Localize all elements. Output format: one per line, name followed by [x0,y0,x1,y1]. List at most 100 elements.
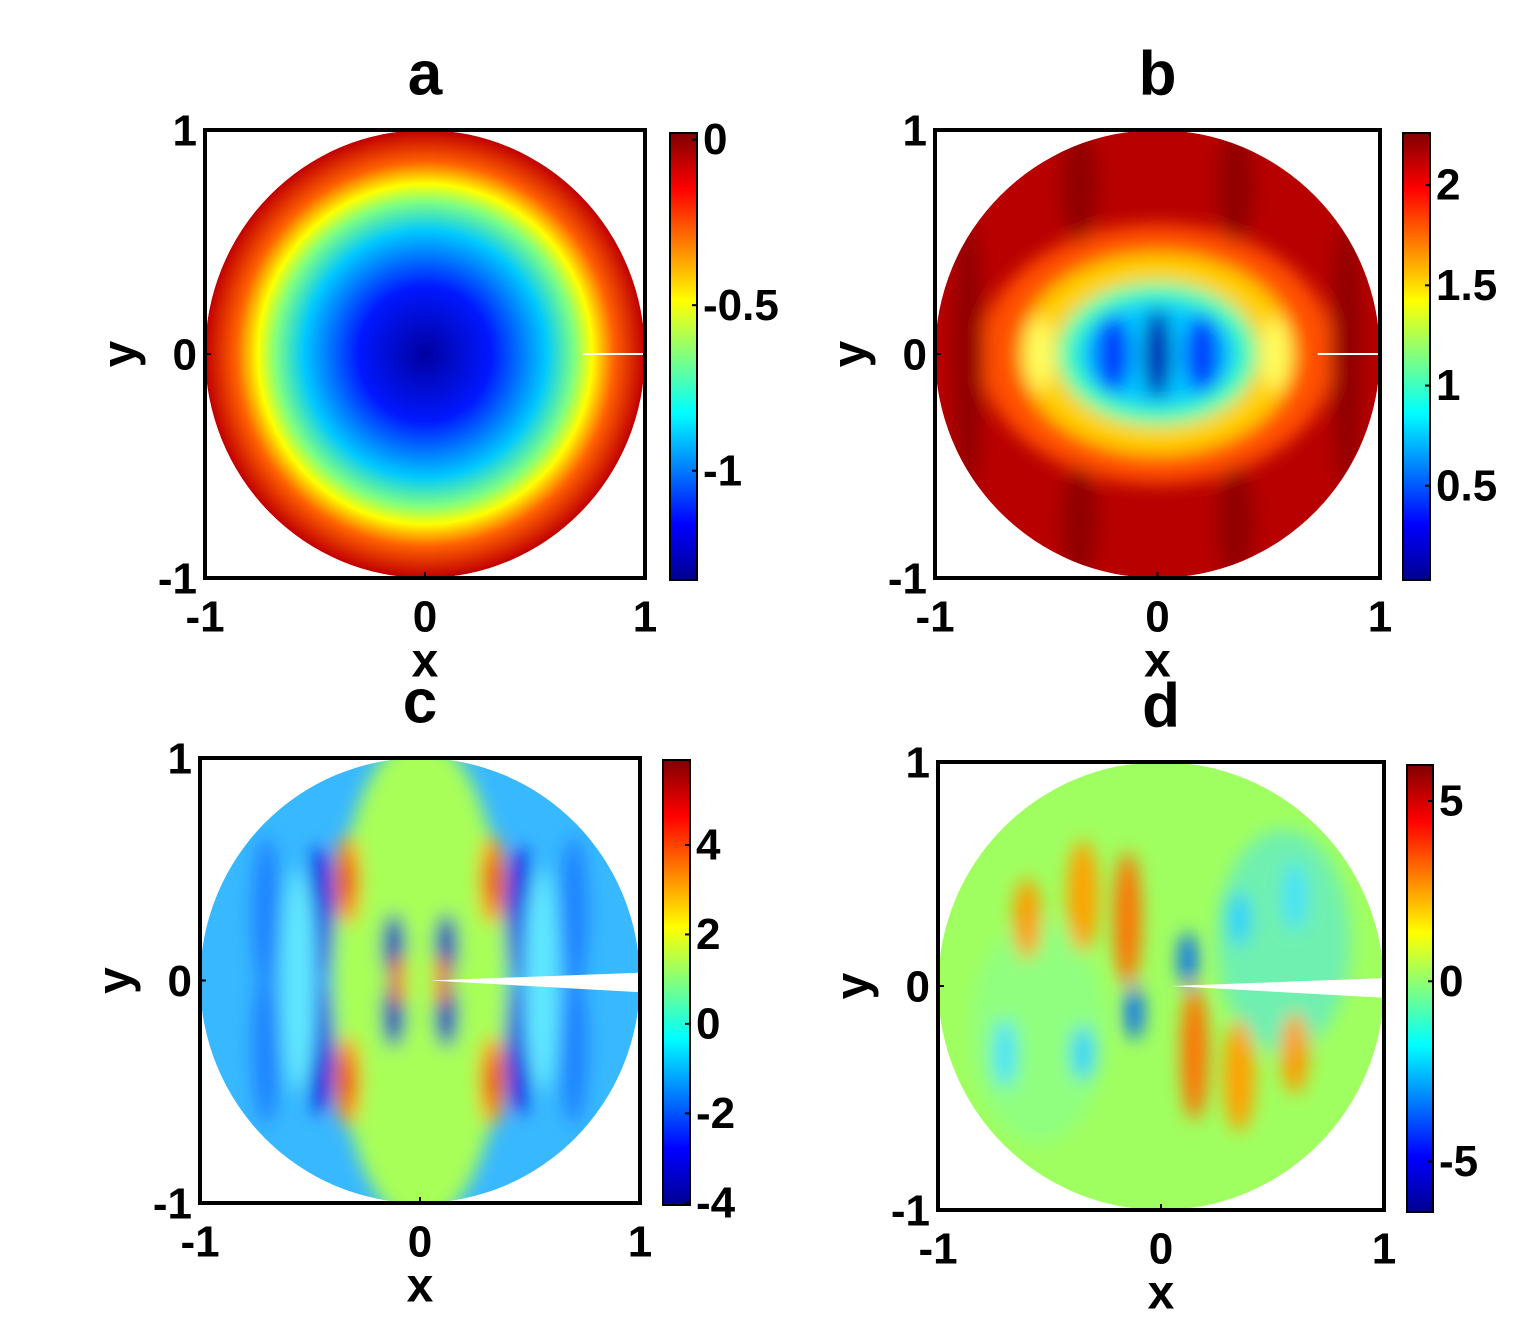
colorbar-tick-label: -5 [1439,1137,1478,1186]
y-tick-label: -1 [158,555,197,604]
field-blob [1223,1019,1255,1132]
x-tick-label: 0 [1145,593,1169,642]
colorbar [662,759,691,1206]
y-axis-label: y [89,967,142,994]
field-blob [487,858,499,903]
colorbar [1402,132,1431,581]
field-detail [971,829,1351,1143]
colorbar-tick-label: 2 [696,910,720,959]
colorbar-tick-label: -0.5 [703,281,779,330]
field-blob [523,913,559,1092]
field-blob [1095,315,1131,393]
field [205,130,645,578]
colorbar-tick-label: 1 [1436,361,1460,410]
field-blob [252,969,280,1126]
panel-title: c [403,667,437,736]
y-tick-label: 0 [906,963,930,1012]
field-blob [1144,309,1171,399]
field-blob [1067,840,1099,953]
panel: -1 0 1 -1 0 1 b x y 2 1.5 1 0.5 [824,39,1498,687]
x-axis-label: x [1148,1267,1175,1320]
y-tick-label: 1 [168,735,192,784]
x-tick-label: 1 [628,1218,652,1267]
colorbar-tick-label: 4 [696,821,721,870]
field-blob [1262,318,1289,390]
field-blob [560,969,588,1126]
field-blob [1061,466,1098,578]
field-blob [1227,891,1251,946]
field-blob [1071,1026,1095,1081]
field [935,130,1380,578]
field-blob [341,858,353,903]
field-blob [1114,851,1141,986]
y-axis-label: y [94,340,147,367]
cut-wedge [1171,978,1384,998]
field-blob [332,758,508,1203]
y-tick-label: -1 [891,1187,930,1236]
colorbar [1406,764,1434,1213]
colorbar-tick-label: 5 [1439,777,1463,826]
x-tick-label: 0 [1149,1225,1173,1274]
panel-title: a [408,39,443,108]
field-blob [1181,985,1208,1121]
y-tick-label: 0 [168,957,192,1006]
field [200,758,640,1203]
field [938,762,1384,1210]
colorbar-tick-label: -1 [703,446,742,495]
colorbar-tick-label: 2 [1436,161,1460,210]
y-tick-label: -1 [888,555,927,604]
field-blob [487,1058,499,1103]
field-blob [1178,932,1197,986]
field-blob [1217,130,1254,242]
x-tick-label: 1 [633,593,657,642]
panel-title: d [1142,671,1180,740]
field-detail [252,758,588,1203]
field-blob [1217,466,1254,578]
colorbar-tick-label: 0 [696,999,720,1048]
y-tick-label: -1 [153,1180,192,1229]
x-axis-label: x [412,635,439,688]
field-blob [560,835,588,992]
x-tick-label: -1 [180,1218,219,1267]
colorbar-tick-label: 1.5 [1436,261,1497,310]
y-tick-label: 1 [173,107,197,156]
field-base [205,130,645,578]
field-blob [435,978,449,1005]
x-axis-label: x [407,1260,434,1313]
y-tick-label: 1 [903,107,927,156]
x-tick-label: 1 [1368,593,1392,642]
y-axis-label: y [824,340,877,367]
field-blob [391,956,405,983]
field-blob [281,913,317,1092]
field-blob [391,978,405,1005]
field-blob [993,1019,1017,1087]
colorbar-tick-label: -2 [696,1089,735,1138]
colorbar [669,132,698,581]
y-tick-label: 0 [173,331,197,380]
field-blob [952,219,984,489]
y-tick-label: 1 [906,739,930,788]
colorbar-tick-label: 0 [1439,957,1463,1006]
field-blob [971,918,1106,1143]
y-axis-label: y [827,972,880,999]
field-blob [1281,1012,1309,1094]
cut-wedge [430,972,640,993]
y-tick-label: 0 [903,331,927,380]
field-blob [1283,862,1306,931]
x-tick-label: -1 [185,593,224,642]
panel: -1 0 1 -1 0 1 c x y 4 2 0 -2 -4 [89,667,736,1312]
colorbar-tick-label: 0.5 [1436,461,1497,510]
x-tick-label: -1 [918,1225,957,1274]
x-axis-label: x [1144,635,1171,688]
field-blob [1061,130,1098,242]
x-tick-label: -1 [915,593,954,642]
colorbar-tick-label: 0 [703,115,727,164]
field-blob [1184,315,1220,393]
x-tick-label: 0 [413,593,437,642]
field-blob [1125,986,1144,1040]
panel: -1 0 1 -1 0 1 d x y 5 0 -5 [827,671,1478,1319]
field-blob [1026,318,1053,390]
